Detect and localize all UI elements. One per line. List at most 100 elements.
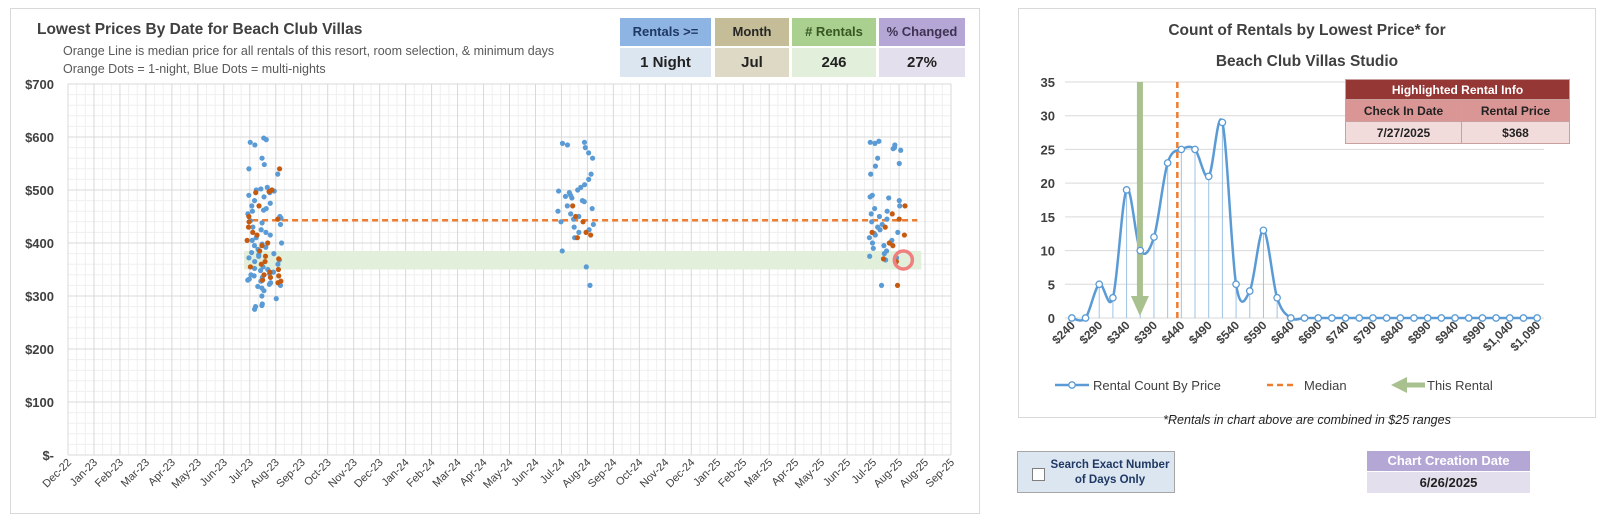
one-night-dot <box>267 274 274 281</box>
stat-value: Jul <box>715 48 789 77</box>
multi-night-dot <box>867 139 873 145</box>
data-point-marker <box>1519 314 1528 322</box>
multi-night-dot <box>277 221 284 228</box>
multi-night-dot <box>875 155 881 161</box>
legend-series-label: Rental Count By Price <box>1093 378 1221 393</box>
one-night-dot <box>265 240 271 246</box>
x-tick-label: May-25 <box>793 457 827 491</box>
multi-night-dot <box>258 186 264 192</box>
multi-night-dot <box>590 221 596 228</box>
multi-night-dot <box>245 277 251 283</box>
one-night-dot <box>880 256 887 262</box>
multi-night-dot <box>898 147 904 153</box>
one-night-dot <box>266 188 272 195</box>
data-point-marker <box>1232 280 1240 289</box>
one-night-dot <box>244 237 250 243</box>
multi-night-dot <box>589 205 595 212</box>
y-tick-label: $700 <box>25 77 54 92</box>
highlighted-rental-table: Highlighted Rental Info Check In Date Re… <box>1345 79 1570 144</box>
x-tick-label: Mar-24 <box>431 457 464 490</box>
y-tick-label: $- <box>42 448 54 463</box>
one-night-dot <box>570 203 576 209</box>
multi-night-dot <box>251 273 257 279</box>
data-point-marker <box>1136 246 1145 255</box>
multi-night-dot <box>271 251 277 257</box>
multi-night-dot <box>263 229 269 235</box>
legend-series-marker <box>1068 381 1076 389</box>
left-chart-subtitle-dots: Orange Dots = 1-night, Blue Dots = multi… <box>63 62 326 76</box>
exact-days-checkbox-control[interactable]: Search Exact Number of Days Only <box>1017 451 1175 493</box>
multi-night-dot <box>896 198 902 204</box>
highlight-col-price: Rental Price <box>1461 99 1570 122</box>
multi-night-dot <box>261 161 267 168</box>
one-night-dot <box>276 166 283 172</box>
one-night-dot <box>882 224 888 230</box>
x-tick-label: $890 <box>1405 318 1434 347</box>
data-point-marker <box>1423 314 1432 322</box>
stat-label: # Rentals <box>792 18 876 46</box>
one-night-dot <box>258 261 264 267</box>
multi-night-dot <box>256 253 262 259</box>
y-tick-label: 30 <box>1041 109 1055 124</box>
one-night-dot <box>247 264 254 270</box>
exact-days-label-line1: Search Exact Number <box>1050 459 1170 471</box>
x-tick-label: Dec-24 <box>664 457 698 491</box>
data-point-marker <box>1533 314 1542 322</box>
one-night-dot <box>261 272 267 278</box>
multi-night-dot <box>273 296 279 302</box>
one-night-dot <box>262 253 269 259</box>
y-tick-label: 20 <box>1041 176 1055 191</box>
this-rental-arrow-head <box>1130 296 1149 316</box>
multi-night-dot <box>581 199 587 205</box>
x-tick-label: $940 <box>1432 318 1461 347</box>
exact-days-checkbox[interactable] <box>1032 468 1045 481</box>
multi-night-dot <box>867 253 873 259</box>
data-point-marker <box>1204 172 1213 181</box>
multi-night-dot <box>569 195 575 201</box>
multi-night-dot <box>896 160 902 167</box>
multi-night-dot <box>895 229 901 235</box>
stat-value: 1 Night <box>620 48 711 77</box>
one-night-dot <box>245 224 252 230</box>
creation-date-label: Chart Creation Date <box>1367 451 1530 471</box>
data-point-marker <box>1464 314 1473 322</box>
multi-night-dot <box>246 166 252 172</box>
y-tick-label: $300 <box>25 289 54 304</box>
data-point-marker <box>1478 314 1487 322</box>
data-point-marker <box>1286 314 1295 322</box>
x-tick-label: Mar-25 <box>742 457 775 490</box>
multi-night-dot <box>257 267 264 274</box>
multi-night-dot <box>275 261 281 267</box>
multi-night-dot <box>876 138 882 144</box>
data-point-marker <box>1177 145 1186 154</box>
one-night-dot <box>902 203 908 209</box>
multi-night-dot <box>576 229 582 235</box>
x-tick-label: May-24 <box>481 457 515 491</box>
multi-night-dot <box>878 282 885 288</box>
multi-night-dot <box>252 142 258 148</box>
data-point-marker <box>1355 314 1364 322</box>
one-night-dot <box>896 216 902 222</box>
stat-month: Month Jul <box>715 18 789 77</box>
this-rental-price-band <box>244 250 922 270</box>
x-tick-label: $740 <box>1323 318 1352 347</box>
one-night-dot <box>254 232 260 238</box>
multi-night-dot <box>251 265 258 272</box>
multi-night-dot <box>876 213 883 220</box>
creation-date-value: 6/26/2025 <box>1367 472 1530 493</box>
x-tick-label: $290 <box>1077 318 1106 347</box>
one-night-dot <box>583 229 589 235</box>
one-night-dot <box>276 273 282 279</box>
multi-night-dot <box>559 140 566 146</box>
multi-night-dot <box>564 203 570 209</box>
price-by-date-panel: Lowest Prices By Date for Beach Club Vil… <box>10 8 980 514</box>
multi-night-dot <box>559 248 565 254</box>
x-tick-label: $590 <box>1241 318 1270 347</box>
data-point-marker <box>1492 314 1500 322</box>
data-point-marker <box>1451 314 1459 322</box>
data-point-marker <box>1410 314 1418 322</box>
one-night-dot <box>588 232 594 238</box>
multi-night-dot <box>868 171 874 177</box>
x-tick-label: $340 <box>1104 318 1133 347</box>
data-point-marker <box>1109 293 1117 302</box>
